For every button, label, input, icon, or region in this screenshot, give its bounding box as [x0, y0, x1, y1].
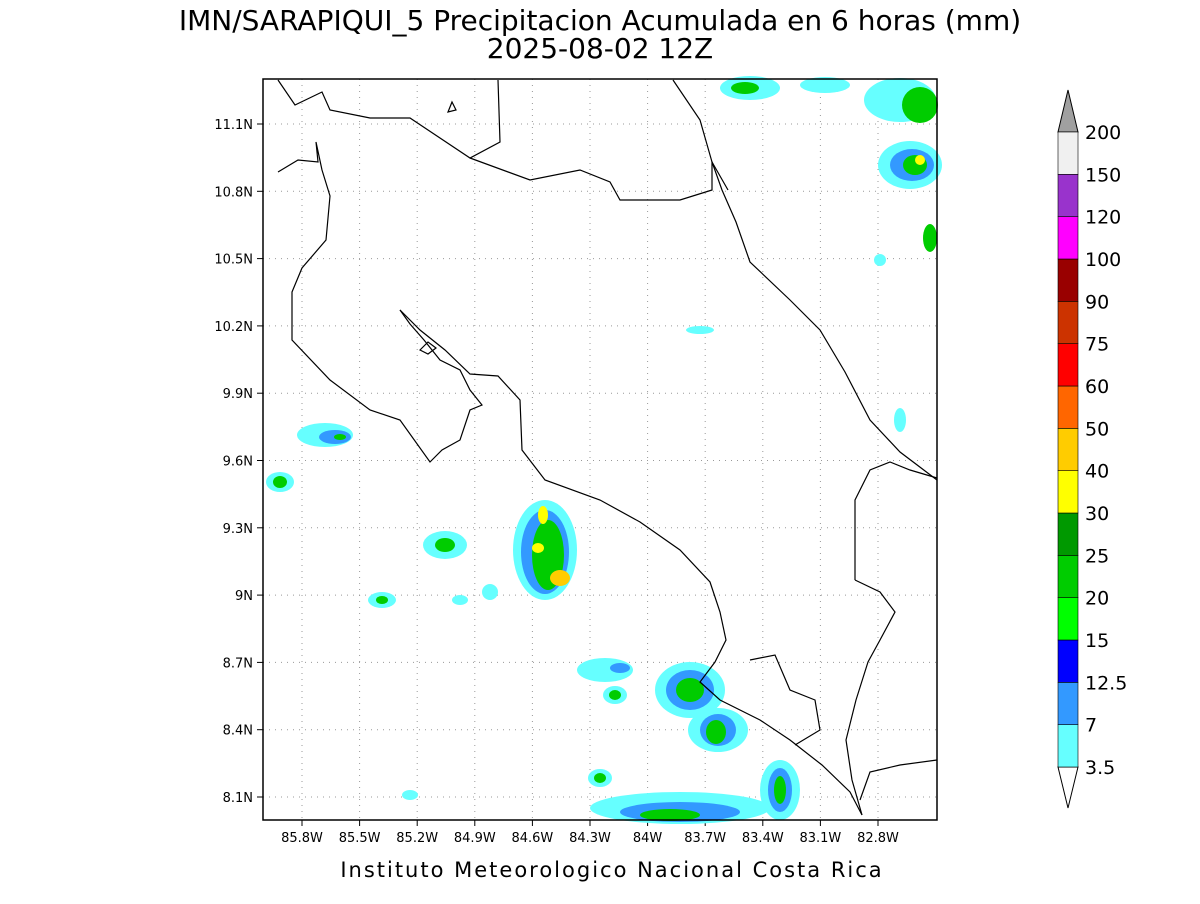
- colorbar-bin: [1057, 555, 1079, 598]
- colorbar-label: 90: [1085, 291, 1109, 313]
- colorbar-label: 100: [1085, 249, 1121, 271]
- lon-tick-label: 85.2W: [396, 831, 438, 846]
- colorbar-bin: [1057, 216, 1079, 260]
- grid: 11.1N 10.8N 10.5N 10.2N 9.9N 9.6N 9.3N 9N 8.7N 8.…: [214, 79, 937, 846]
- colorbar-bin: [1057, 639, 1079, 683]
- colorbar-label: 120: [1085, 207, 1121, 229]
- colorbar-label: 12.5: [1085, 672, 1127, 694]
- lat-tick-label: 9.3N: [223, 522, 253, 537]
- colorbar-label: 15: [1085, 630, 1109, 652]
- colorbar-bin: [1057, 301, 1079, 344]
- lat-tick-label: 9.6N: [223, 455, 253, 470]
- colorbar-bin: [1057, 174, 1079, 217]
- title: IMN/SARAPIQUI_5 Precipitacion Acumulada …: [179, 4, 1021, 37]
- lat-tick-label: 9.9N: [223, 387, 253, 402]
- colorbar-bin: [1057, 385, 1079, 429]
- lat-tick-label: 10.8N: [214, 185, 253, 200]
- footer: Instituto Meteorologico Nacional Costa R…: [340, 858, 883, 882]
- lat-tick-label: 10.5N: [214, 253, 253, 268]
- colorbar-over: [1057, 89, 1079, 133]
- lon-tick-label: 84.9W: [454, 831, 496, 846]
- lat-tick-label: 9N: [235, 589, 253, 604]
- colorbar-bin: [1057, 597, 1079, 641]
- colorbar-label: 20: [1085, 588, 1109, 610]
- lat-tick-label: 10.2N: [214, 320, 253, 335]
- lon-tick-label: 82.8W: [857, 831, 899, 846]
- colorbar-bin: [1057, 512, 1079, 556]
- colorbar-bin: [1057, 470, 1079, 514]
- coastline: [277, 79, 938, 816]
- colorbar-label: 75: [1085, 334, 1109, 356]
- colorbar-label: 60: [1085, 376, 1109, 398]
- colorbar-label: 50: [1085, 418, 1109, 440]
- colorbar-label: 30: [1085, 503, 1109, 525]
- colorbar-label: 40: [1085, 461, 1109, 483]
- colorbar-label: 3.5: [1085, 757, 1115, 779]
- colorbar-bin: [1057, 682, 1079, 725]
- lat-tick-label: 8.1N: [223, 791, 253, 806]
- colorbar-bin: [1057, 428, 1079, 471]
- colorbar-bin: [1057, 258, 1079, 302]
- colorbar-label: 7: [1085, 715, 1097, 737]
- subtitle: 2025-08-02 12Z: [487, 32, 713, 65]
- lon-tick-label: 84.3W: [569, 831, 611, 846]
- lon-tick-label: 84W: [633, 831, 663, 846]
- lon-tick-label: 83.4W: [742, 831, 784, 846]
- lon-tick-label: 83.1W: [799, 831, 841, 846]
- colorbar-label: 25: [1085, 545, 1109, 567]
- colorbar-label: 150: [1085, 164, 1121, 186]
- lat-tick-label: 11.1N: [214, 118, 253, 133]
- lat-tick-label: 8.4N: [223, 724, 253, 739]
- lon-tick-label: 83.7W: [684, 831, 726, 846]
- precipitation: [266, 76, 942, 824]
- colorbar-bin: [1057, 724, 1079, 768]
- lon-tick-label: 84.6W: [511, 831, 553, 846]
- lon-tick-label: 85.8W: [281, 831, 323, 846]
- lon-tick-label: 85.5W: [339, 831, 381, 846]
- lat-tick-label: 8.7N: [223, 656, 253, 671]
- colorbar-bin: [1057, 343, 1079, 387]
- colorbar-bin: [1057, 131, 1079, 175]
- map-frame: [262, 78, 938, 821]
- colorbar-under: [1057, 766, 1079, 809]
- colorbar-label: 200: [1085, 122, 1121, 144]
- colorbar: 3.5 7 12.5 15 20 25 30 40 50 60 75 90 100 120 150 200: [1057, 89, 1127, 809]
